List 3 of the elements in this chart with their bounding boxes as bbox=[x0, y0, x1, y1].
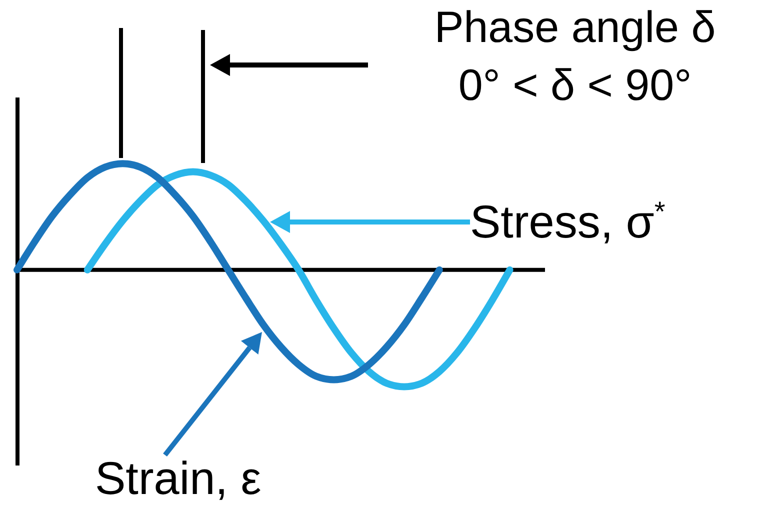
text: Strain, ε bbox=[95, 452, 262, 504]
text: Phase angle δ 0° < δ < 90° bbox=[434, 3, 716, 110]
legend-label: Stress, σ$^{*}$ bbox=[470, 195, 666, 248]
